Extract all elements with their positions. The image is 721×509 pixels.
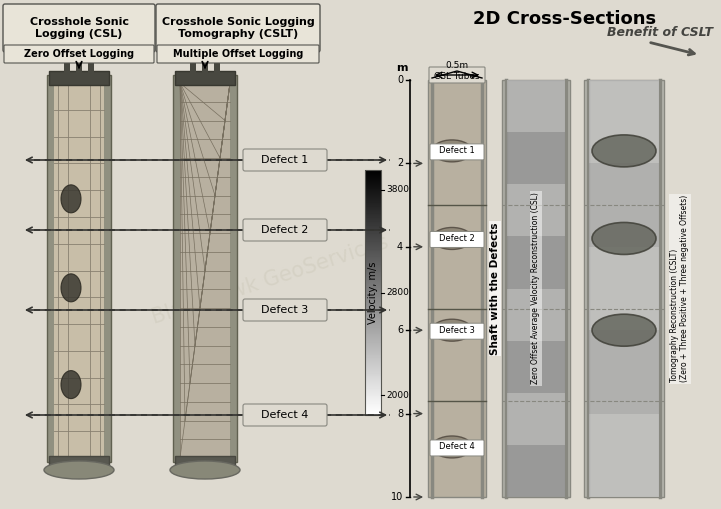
Bar [88, 57, 94, 73]
Text: 0: 0 [397, 75, 403, 85]
Bar [365, 170, 381, 415]
Ellipse shape [592, 135, 656, 167]
Ellipse shape [432, 140, 472, 162]
Text: Crosshole Sonic Logging
Tomography (CSLT): Crosshole Sonic Logging Tomography (CSLT… [162, 17, 314, 39]
Bar [589, 330, 659, 414]
Bar [589, 163, 659, 247]
Ellipse shape [170, 461, 240, 479]
FancyBboxPatch shape [430, 323, 484, 339]
Ellipse shape [61, 371, 81, 399]
Bar [589, 80, 659, 163]
Text: CSL Tubes: CSL Tubes [434, 71, 479, 80]
Text: Defect 4: Defect 4 [439, 442, 475, 451]
Text: Benefit of CSLT: Benefit of CSLT [607, 25, 713, 39]
Text: Defect 2: Defect 2 [439, 234, 475, 243]
Bar [47, 75, 111, 462]
Bar [49, 71, 109, 85]
Ellipse shape [44, 461, 114, 479]
Ellipse shape [432, 436, 472, 458]
Text: Defect 3: Defect 3 [262, 305, 309, 315]
Text: 10: 10 [391, 492, 403, 502]
Text: 8: 8 [397, 409, 403, 418]
Ellipse shape [432, 228, 472, 249]
Bar [507, 132, 565, 184]
Ellipse shape [61, 274, 81, 302]
Text: Shaft with the Defects: Shaft with the Defects [490, 222, 500, 355]
Text: Zero Offset Average Velocity Reconstruction (CSL): Zero Offset Average Velocity Reconstruct… [531, 192, 541, 384]
FancyBboxPatch shape [429, 67, 485, 83]
FancyBboxPatch shape [430, 232, 484, 247]
Text: Defect 4: Defect 4 [261, 410, 309, 420]
FancyBboxPatch shape [243, 299, 327, 321]
Bar [54, 79, 104, 458]
FancyBboxPatch shape [157, 45, 319, 63]
FancyBboxPatch shape [156, 4, 320, 52]
FancyBboxPatch shape [243, 404, 327, 426]
Bar [507, 236, 565, 289]
Bar [76, 57, 82, 73]
Bar [507, 80, 565, 132]
Bar [502, 80, 570, 497]
Bar [589, 247, 659, 330]
Bar [507, 445, 565, 497]
Text: Defect 2: Defect 2 [261, 225, 309, 235]
Bar [64, 57, 70, 73]
Text: 2: 2 [397, 158, 403, 168]
Text: 4: 4 [397, 242, 403, 252]
Ellipse shape [432, 319, 472, 341]
Bar [173, 75, 237, 462]
Text: Blackhawk GeoServices: Blackhawk GeoServices [149, 232, 391, 328]
Bar [180, 79, 230, 458]
Text: 6: 6 [397, 325, 403, 335]
Text: 2800: 2800 [386, 288, 409, 297]
Text: Multiple Offset Logging: Multiple Offset Logging [173, 49, 304, 59]
Text: Crosshole Sonic
Logging (CSL): Crosshole Sonic Logging (CSL) [30, 17, 128, 39]
Text: m: m [397, 63, 408, 73]
Text: Zero Offset Logging: Zero Offset Logging [24, 49, 134, 59]
FancyBboxPatch shape [243, 219, 327, 241]
Text: Velocity, m/s: Velocity, m/s [368, 261, 378, 324]
Bar [175, 456, 235, 466]
Ellipse shape [61, 185, 81, 213]
Bar [507, 341, 565, 393]
Bar [584, 80, 664, 497]
Text: Tomography Reconstruction (CSLT)
(Zero + Three Positive + Three negative Offsets: Tomography Reconstruction (CSLT) (Zero +… [670, 195, 689, 382]
Bar [175, 71, 235, 85]
Bar [190, 57, 196, 73]
Text: 2000: 2000 [386, 391, 409, 400]
Text: Defect 1: Defect 1 [262, 155, 309, 165]
Bar [428, 80, 486, 497]
Text: Defect 3: Defect 3 [439, 326, 475, 335]
Bar [507, 184, 565, 236]
Text: Defect 1: Defect 1 [439, 147, 475, 155]
Text: 2D Cross-Sections: 2D Cross-Sections [474, 10, 657, 28]
Bar [507, 289, 565, 341]
FancyBboxPatch shape [4, 45, 154, 63]
FancyBboxPatch shape [430, 144, 484, 160]
Ellipse shape [592, 222, 656, 254]
Bar [214, 57, 220, 73]
Ellipse shape [592, 314, 656, 346]
Text: 3800: 3800 [386, 185, 409, 194]
Bar [202, 57, 208, 73]
Text: 0.5m: 0.5m [446, 61, 469, 70]
FancyBboxPatch shape [243, 149, 327, 171]
Bar [49, 456, 109, 466]
Bar [507, 393, 565, 445]
FancyBboxPatch shape [430, 440, 484, 456]
Bar [589, 414, 659, 497]
FancyBboxPatch shape [3, 4, 155, 52]
